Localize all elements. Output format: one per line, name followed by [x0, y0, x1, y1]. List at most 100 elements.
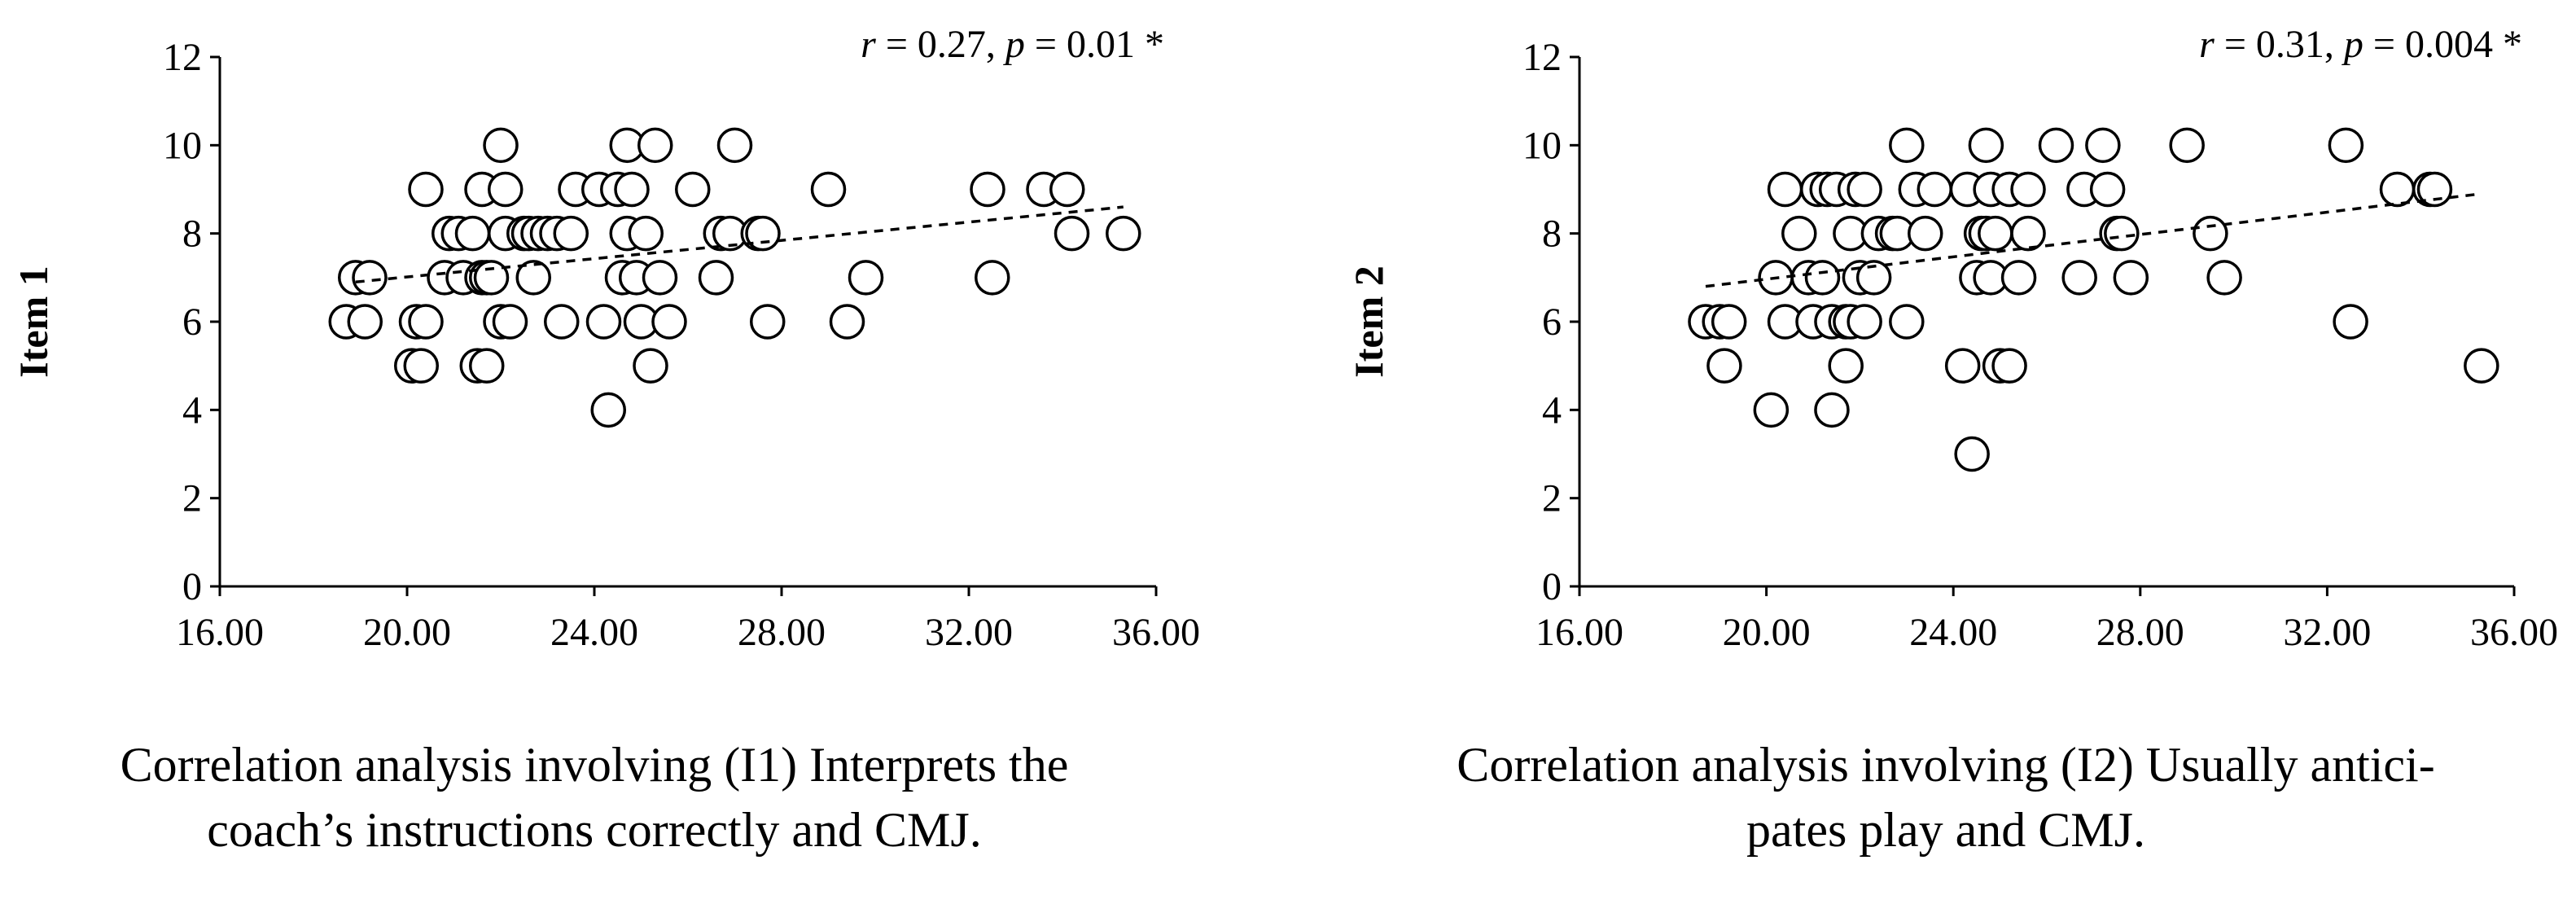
data-point [2416, 171, 2453, 208]
data-point [2000, 260, 2037, 296]
data-point [1049, 171, 1085, 208]
y-tick-label: 2 [1542, 477, 1562, 520]
data-point [1054, 215, 1090, 252]
y-tick-label: 4 [1542, 388, 1562, 432]
y-axis-label: Item 2 [1346, 265, 1391, 377]
caption-line-1: Correlation analysis involving (I2) Usua… [1457, 738, 2435, 792]
data-point [553, 215, 589, 252]
data-point [651, 304, 687, 340]
plot-area: 0 2 4 6 8 10 12 16.00 20.00 24.00 28.00 32.00 36.00 I… [1346, 23, 2558, 654]
y-tick-label: 2 [182, 477, 202, 520]
data-point [1889, 304, 1925, 340]
data-point [408, 171, 444, 208]
data-point [1889, 127, 1925, 164]
data-point [745, 215, 781, 252]
x-tick-label: 32.00 [925, 611, 1013, 654]
data-point [810, 171, 847, 208]
data-point [454, 215, 491, 252]
annotation-part: r [2199, 23, 2215, 66]
y-tick-label: 12 [1522, 36, 1562, 79]
data-point [488, 171, 524, 208]
scatter-chart-item-2: 0 2 4 6 8 10 12 16.00 20.00 24.00 28.00 32.00 36.00 I… [1286, 0, 2576, 904]
data-point [1781, 215, 1817, 252]
data-point [1828, 348, 1864, 384]
x-tick-label: 16.00 [176, 611, 264, 654]
annotation-part: r [861, 23, 876, 66]
data-point [628, 215, 664, 252]
data-point [408, 304, 444, 340]
data-point [1991, 348, 2027, 384]
data-point [469, 348, 505, 384]
plot-area: 0 2 4 6 8 10 12 16.00 20.00 24.00 28.00 32.00 36.00 I… [11, 23, 1200, 654]
data-point [2113, 260, 2149, 296]
y-tick-label: 4 [182, 388, 202, 432]
data-point [1908, 215, 1943, 252]
y-tick-label: 10 [163, 124, 202, 167]
data-point [2379, 171, 2416, 208]
data-point [637, 127, 673, 164]
trendline [355, 205, 1124, 283]
x-tick-label: 20.00 [1723, 611, 1811, 654]
data-point [483, 127, 519, 164]
data-point [352, 260, 388, 296]
annotation-part: p [2342, 23, 2364, 66]
y-tick-label: 0 [182, 565, 202, 608]
data-point [716, 127, 753, 164]
caption-line-2: pates play and CMJ. [1746, 802, 2145, 857]
x-tick-label: 28.00 [738, 611, 826, 654]
data-point [1814, 392, 1850, 428]
data-point [2104, 215, 2140, 252]
annotation-part: = 0.31, [2215, 23, 2344, 66]
y-tick-label: 6 [182, 301, 202, 344]
annotation-part: = 0.01 * [1025, 23, 1164, 66]
data-point [633, 348, 668, 384]
data-point [2333, 304, 2368, 340]
data-point [1847, 304, 1882, 340]
caption-line-1: Correlation analysis involving (I1) Inte… [120, 738, 1069, 792]
data-point [642, 260, 678, 296]
data-point [492, 304, 528, 340]
scatter-chart-item-1: 0 2 4 6 8 10 12 16.00 20.00 24.00 28.00 32.00 36.00 I… [0, 0, 1286, 904]
data-point [1106, 215, 1141, 252]
x-tick-label: 36.00 [2470, 611, 2558, 654]
data-point [1978, 215, 2013, 252]
x-tick-label: 24.00 [1909, 611, 1997, 654]
data-point [2038, 127, 2074, 164]
data-point [544, 304, 580, 340]
correlation-annotation: r = 0.31, p = 0.004 * [2199, 23, 2522, 66]
annotation-part: p [1003, 23, 1025, 66]
data-point [347, 304, 383, 340]
data-point [848, 260, 884, 296]
data-point [614, 171, 650, 208]
data-point [1917, 171, 1952, 208]
data-point [970, 171, 1005, 208]
chart-caption: Correlation analysis involving (I2) Usua… [1335, 733, 2556, 863]
annotation-part: = 0.004 * [2364, 23, 2522, 66]
data-point [2193, 215, 2228, 252]
x-tick-label: 36.00 [1112, 611, 1200, 654]
data-point [473, 260, 510, 296]
data-point [1706, 348, 1742, 384]
data-point [2169, 127, 2205, 164]
data-point [2010, 171, 2046, 208]
data-point [1711, 304, 1747, 340]
data-point [515, 260, 551, 296]
data-point [1855, 260, 1892, 296]
data-point [403, 348, 439, 384]
data-point [975, 260, 1010, 296]
data-point [585, 304, 622, 340]
data-point [2206, 260, 2242, 296]
data-point [1804, 260, 1841, 296]
data-point [1954, 436, 1990, 472]
annotation-part: = 0.27, [876, 23, 1005, 66]
data-point [2085, 127, 2121, 164]
data-point [675, 171, 711, 208]
chart-caption: Correlation analysis involving (I1) Inte… [8, 733, 1181, 863]
correlation-annotation: r = 0.27, p = 0.01 * [861, 23, 1164, 66]
data-point [1847, 171, 1882, 208]
x-tick-label: 28.00 [2096, 611, 2184, 654]
data-point [2061, 260, 2097, 296]
data-point [2010, 215, 2046, 252]
y-tick-label: 8 [182, 213, 202, 256]
x-tick-label: 20.00 [363, 611, 451, 654]
